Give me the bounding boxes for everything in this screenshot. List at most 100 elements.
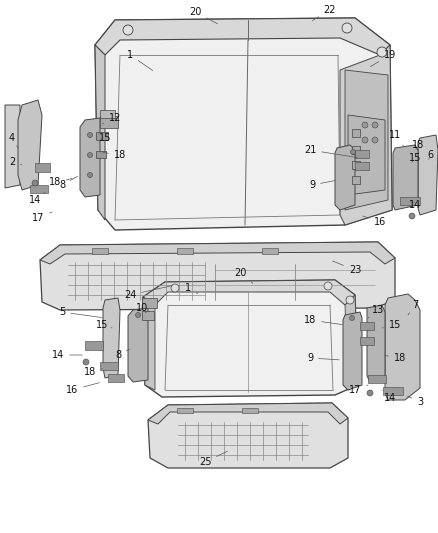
Polygon shape	[343, 312, 362, 390]
Bar	[96, 151, 106, 158]
Polygon shape	[335, 145, 355, 210]
Circle shape	[350, 316, 354, 320]
Polygon shape	[348, 115, 385, 195]
Bar	[100, 362, 118, 370]
Circle shape	[88, 133, 92, 138]
Text: 21: 21	[304, 145, 357, 158]
Circle shape	[171, 284, 179, 292]
Text: 10: 10	[136, 303, 148, 313]
Polygon shape	[345, 295, 358, 390]
Text: 19: 19	[371, 50, 396, 67]
Text: 8: 8	[115, 349, 130, 360]
Text: 8: 8	[59, 176, 78, 190]
Text: 14: 14	[29, 192, 45, 205]
Circle shape	[83, 359, 89, 365]
Bar	[383, 387, 403, 395]
Bar	[85, 341, 103, 350]
Circle shape	[362, 122, 368, 128]
Bar	[262, 248, 278, 254]
Polygon shape	[340, 45, 392, 225]
Circle shape	[362, 137, 368, 143]
Circle shape	[88, 173, 92, 177]
Text: 5: 5	[59, 307, 102, 318]
Bar	[108, 374, 124, 382]
Bar	[352, 161, 360, 169]
Circle shape	[372, 122, 378, 128]
Bar	[400, 197, 420, 205]
Bar	[142, 298, 157, 308]
Polygon shape	[128, 308, 148, 382]
Text: 18: 18	[49, 177, 72, 187]
Text: 7: 7	[408, 300, 418, 315]
Bar	[177, 408, 193, 413]
Polygon shape	[393, 145, 418, 210]
Bar	[352, 176, 360, 184]
Polygon shape	[95, 18, 390, 55]
Polygon shape	[5, 105, 20, 188]
Polygon shape	[143, 280, 355, 305]
Polygon shape	[18, 100, 42, 190]
Text: 15: 15	[409, 153, 421, 163]
Circle shape	[372, 137, 378, 143]
Bar	[355, 162, 369, 170]
Polygon shape	[143, 280, 358, 397]
Circle shape	[324, 282, 332, 290]
Text: 11: 11	[389, 130, 403, 146]
Circle shape	[342, 23, 352, 33]
Text: 14: 14	[382, 390, 396, 403]
Text: 15: 15	[96, 320, 112, 330]
Text: 15: 15	[382, 320, 401, 330]
Circle shape	[367, 390, 373, 396]
Text: 18: 18	[304, 315, 342, 325]
Polygon shape	[418, 135, 438, 215]
Polygon shape	[385, 294, 420, 400]
Circle shape	[135, 312, 141, 318]
Text: 3: 3	[407, 396, 423, 407]
Polygon shape	[95, 45, 105, 220]
Text: 20: 20	[234, 268, 253, 283]
Bar	[368, 375, 386, 383]
Bar	[352, 146, 360, 154]
Text: 22: 22	[312, 5, 336, 21]
Text: 1: 1	[127, 50, 153, 70]
Bar	[355, 150, 369, 158]
Text: 18: 18	[412, 140, 424, 150]
Text: 17: 17	[349, 385, 368, 395]
Text: 14: 14	[52, 350, 82, 360]
Circle shape	[88, 152, 92, 157]
Polygon shape	[345, 70, 388, 210]
Bar	[142, 311, 154, 320]
Polygon shape	[148, 403, 348, 424]
Bar	[177, 248, 193, 254]
Text: 18: 18	[84, 367, 102, 377]
Bar	[242, 408, 258, 413]
Bar	[30, 185, 48, 193]
Circle shape	[409, 213, 415, 219]
Polygon shape	[40, 242, 395, 264]
Text: 4: 4	[9, 133, 18, 148]
Text: 23: 23	[332, 261, 361, 275]
Bar	[360, 337, 374, 345]
Bar	[352, 129, 360, 137]
Text: 25: 25	[199, 451, 227, 467]
Polygon shape	[143, 297, 155, 390]
Text: 24: 24	[124, 286, 172, 300]
Polygon shape	[95, 18, 392, 230]
Text: 13: 13	[368, 305, 384, 318]
Text: 6: 6	[427, 150, 433, 160]
Text: 12: 12	[102, 113, 121, 124]
Text: 9: 9	[307, 353, 339, 363]
Bar	[92, 248, 108, 254]
Circle shape	[377, 47, 387, 57]
Text: 2: 2	[9, 157, 22, 167]
Text: 9: 9	[309, 180, 335, 190]
Bar	[360, 322, 374, 330]
Text: 1: 1	[185, 283, 198, 294]
Polygon shape	[148, 403, 348, 468]
Text: 16: 16	[66, 383, 99, 395]
Polygon shape	[367, 305, 385, 382]
Circle shape	[350, 149, 356, 155]
Text: 14: 14	[409, 200, 421, 210]
Text: 18: 18	[385, 353, 406, 363]
Bar	[100, 116, 118, 128]
